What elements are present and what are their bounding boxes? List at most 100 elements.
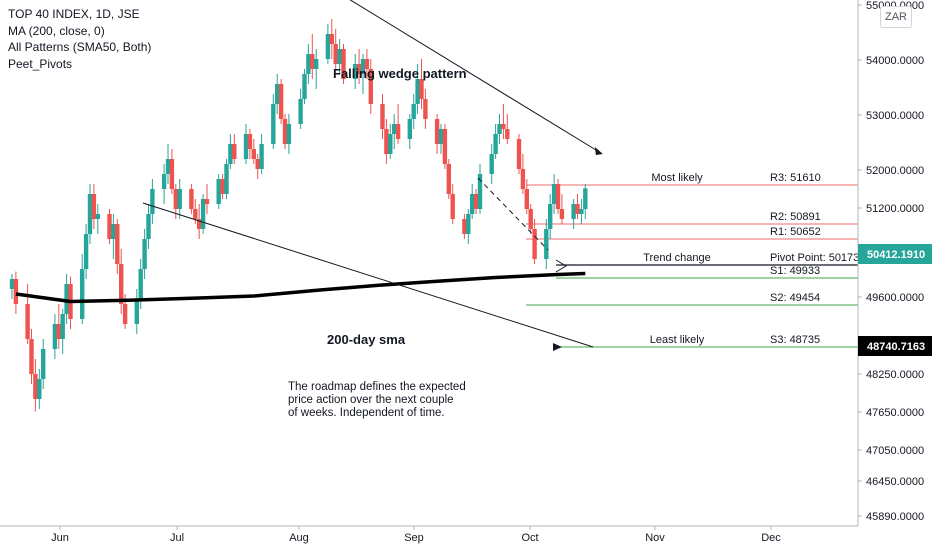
candle-body bbox=[329, 34, 334, 44]
candle-body bbox=[142, 239, 147, 269]
candle-body bbox=[438, 129, 444, 144]
currency-badge[interactable]: ZAR bbox=[880, 6, 912, 28]
x-tick-label: Aug bbox=[289, 532, 309, 544]
last-price-tag[interactable] bbox=[858, 244, 932, 264]
y-tick-label: 49600.0000 bbox=[866, 292, 924, 304]
x-tick-label: Oct bbox=[521, 532, 538, 544]
candle-body bbox=[501, 124, 506, 129]
wedge-lower-arrowhead bbox=[553, 343, 562, 351]
candle-body bbox=[60, 314, 65, 339]
candle-body bbox=[138, 269, 143, 299]
x-tick-label: Jul bbox=[170, 532, 184, 544]
candles bbox=[9, 19, 588, 412]
candle-body bbox=[380, 104, 385, 129]
candle-body bbox=[189, 189, 194, 209]
candle-body bbox=[516, 139, 522, 169]
candle-body bbox=[87, 194, 93, 234]
candle-body bbox=[111, 224, 116, 239]
candle-body bbox=[232, 144, 237, 159]
candle-body bbox=[392, 124, 397, 134]
candle-body bbox=[470, 194, 475, 214]
pivot-label-pp: Pivot Point: 50173 bbox=[770, 252, 859, 264]
legend-ma[interactable]: MA (200, close, 0) bbox=[8, 23, 105, 38]
wedge-annotation: Falling wedge pattern bbox=[333, 66, 467, 81]
candle-body bbox=[83, 234, 89, 269]
candle-body bbox=[337, 49, 342, 64]
candle-body bbox=[384, 129, 389, 154]
y-tick-label: 47650.0000 bbox=[866, 407, 924, 419]
candle-body bbox=[411, 104, 416, 119]
candle-body bbox=[298, 99, 303, 124]
candle-body bbox=[25, 304, 30, 339]
candle-body bbox=[548, 204, 553, 229]
candle-body bbox=[197, 219, 202, 229]
candle-body bbox=[306, 54, 311, 74]
candle-body bbox=[388, 134, 393, 154]
x-tick-label: Nov bbox=[645, 532, 665, 544]
candle-body bbox=[524, 189, 529, 209]
wedge-upper-arrowhead bbox=[594, 147, 603, 155]
candle-body bbox=[33, 374, 38, 399]
y-tick-label: 54000.0000 bbox=[866, 55, 924, 67]
candle-body bbox=[353, 64, 358, 79]
candle-body bbox=[41, 349, 46, 379]
candle-body bbox=[161, 174, 167, 189]
candle-body bbox=[122, 304, 128, 324]
pivot-label-r2: R2: 50891 bbox=[770, 211, 821, 223]
candle-body bbox=[407, 119, 412, 139]
x-tick-label: Dec bbox=[761, 532, 781, 544]
roadmap-note-line: price action over the next couple bbox=[288, 394, 454, 406]
candle-body bbox=[356, 64, 362, 74]
pivot-label-s1: S1: 49933 bbox=[770, 265, 820, 277]
legend-patterns[interactable]: All Patterns (SMA50, Both) bbox=[8, 40, 152, 54]
candle-body bbox=[368, 69, 373, 104]
candle-body bbox=[333, 44, 338, 64]
candle-body bbox=[442, 129, 448, 164]
candle-body bbox=[571, 204, 576, 219]
candle-body bbox=[497, 124, 502, 134]
pivot-note-s3: Least likely bbox=[650, 334, 705, 346]
legend-symbol[interactable]: TOP 40 INDEX, 1D, JSE bbox=[8, 7, 140, 21]
candle-body bbox=[505, 129, 510, 139]
candle-body bbox=[450, 194, 455, 219]
wedge-lower-line bbox=[142, 202, 594, 348]
candle-body bbox=[477, 174, 483, 209]
y-tick-label: 52000.0000 bbox=[866, 165, 924, 177]
candle-body bbox=[419, 79, 424, 99]
projection-dashed-line bbox=[477, 177, 549, 251]
sma-price-label: 48740.7163 bbox=[867, 341, 925, 353]
candle-body bbox=[528, 209, 533, 229]
candle-body bbox=[243, 134, 249, 159]
candle-body bbox=[466, 214, 471, 234]
candle-body bbox=[64, 284, 69, 314]
candle-body bbox=[146, 214, 151, 239]
candle-body bbox=[200, 199, 206, 229]
candle-body bbox=[575, 204, 580, 214]
candle-body bbox=[216, 179, 221, 204]
candle-body bbox=[259, 144, 264, 169]
candle-body bbox=[247, 134, 253, 149]
candle-body bbox=[310, 54, 315, 69]
candle-body bbox=[134, 299, 139, 324]
candle-body bbox=[107, 214, 112, 239]
candle-body bbox=[579, 209, 584, 214]
candle-body bbox=[282, 119, 288, 144]
candle-body bbox=[119, 264, 124, 304]
candle-body bbox=[228, 144, 233, 164]
candle-body bbox=[169, 159, 175, 189]
candle-body bbox=[251, 149, 256, 159]
candle-body bbox=[314, 59, 319, 69]
last-price-label: 50412.1910 bbox=[867, 249, 925, 261]
candle-body bbox=[286, 124, 292, 144]
candle-body bbox=[80, 269, 85, 319]
pivot-levels: R3: 51610 Most likely R2: 50891 R1: 50652 Pi… bbox=[526, 172, 859, 348]
candle-body bbox=[37, 379, 42, 399]
candle-body bbox=[275, 84, 280, 104]
sma-annotation: 200-day sma bbox=[327, 332, 406, 347]
sma-price-tag[interactable] bbox=[858, 336, 932, 356]
x-tick-label: Jun bbox=[51, 532, 69, 544]
legend-pivots[interactable]: Peet_Pivots bbox=[8, 56, 73, 71]
candle-body bbox=[446, 164, 451, 194]
